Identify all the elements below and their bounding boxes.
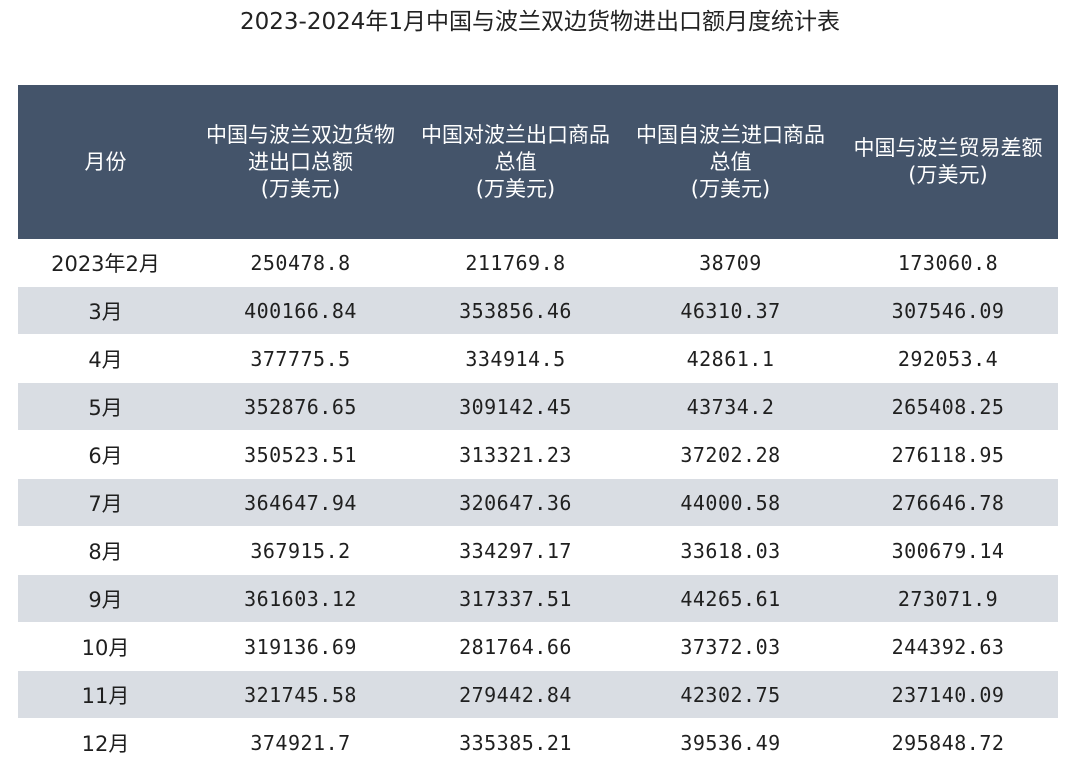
cell-export: 334297.17 <box>408 526 623 575</box>
cell-total: 321745.58 <box>193 670 408 719</box>
cell-month: 3月 <box>18 286 193 335</box>
table-row: 11月 321745.58 279442.84 42302.75 237140.09 <box>18 670 1058 719</box>
cell-import: 37202.28 <box>623 430 838 479</box>
cell-import: 37372.03 <box>623 622 838 671</box>
table-row: 7月 364647.94 320647.36 44000.58 276646.78 <box>18 478 1058 527</box>
cell-balance: 265408.25 <box>838 382 1058 431</box>
cell-balance: 276646.78 <box>838 478 1058 527</box>
cell-balance: 173060.8 <box>838 239 1058 287</box>
cell-total: 400166.84 <box>193 286 408 335</box>
cell-import: 38709 <box>623 239 838 287</box>
cell-balance: 276118.95 <box>838 430 1058 479</box>
cell-balance: 273071.9 <box>838 574 1058 623</box>
table-row: 6月 350523.51 313321.23 37202.28 276118.95 <box>18 430 1058 479</box>
column-header-total: 中国与波兰双边货物进出口总额 (万美元) <box>193 85 408 239</box>
table-row: 3月 400166.84 353856.46 46310.37 307546.09 <box>18 286 1058 335</box>
table-row: 12月 374921.7 335385.21 39536.49 295848.72 <box>18 718 1058 767</box>
cell-export: 281764.66 <box>408 622 623 671</box>
cell-balance: 307546.09 <box>838 286 1058 335</box>
table-title: 2023-2024年1月中国与波兰双边货物进出口额月度统计表 <box>240 9 840 35</box>
cell-export: 353856.46 <box>408 286 623 335</box>
cell-balance: 295848.72 <box>838 718 1058 767</box>
cell-total: 319136.69 <box>193 622 408 671</box>
column-header-label: 中国自波兰进口商品总值 <box>636 122 825 174</box>
cell-balance: 292053.4 <box>838 334 1058 383</box>
cell-month: 11月 <box>18 670 193 719</box>
column-header-label: 月份 <box>84 149 127 174</box>
cell-export: 320647.36 <box>408 478 623 527</box>
cell-import: 43734.2 <box>623 382 838 431</box>
table-row: 9月 361603.12 317337.51 44265.61 273071.9 <box>18 574 1058 623</box>
cell-balance: 300679.14 <box>838 526 1058 575</box>
cell-total: 374921.7 <box>193 718 408 767</box>
data-table-container: 月份 中国与波兰双边货物进出口总额 (万美元) 中国对波兰出口商品总值 (万美元… <box>18 85 1058 767</box>
column-header-unit: (万美元) <box>908 163 988 187</box>
cell-import: 42861.1 <box>623 334 838 383</box>
cell-month: 12月 <box>18 718 193 767</box>
column-header-label: 中国与波兰双边货物进出口总额 <box>206 122 395 174</box>
column-header-unit: (万美元) <box>475 176 556 201</box>
column-header-balance: 中国与波兰贸易差额 (万美元) <box>838 85 1058 239</box>
table-row: 4月 377775.5 334914.5 42861.1 292053.4 <box>18 334 1058 383</box>
cell-total: 364647.94 <box>193 478 408 527</box>
cell-balance: 244392.63 <box>838 622 1058 671</box>
cell-total: 377775.5 <box>193 334 408 383</box>
header-row: 月份 中国与波兰双边货物进出口总额 (万美元) 中国对波兰出口商品总值 (万美元… <box>18 85 1058 239</box>
data-table: 月份 中国与波兰双边货物进出口总额 (万美元) 中国对波兰出口商品总值 (万美元… <box>18 85 1058 767</box>
cell-import: 46310.37 <box>623 286 838 335</box>
cell-month: 6月 <box>18 430 193 479</box>
cell-export: 317337.51 <box>408 574 623 623</box>
cell-balance: 237140.09 <box>838 670 1058 719</box>
cell-month: 8月 <box>18 526 193 575</box>
column-header-import: 中国自波兰进口商品总值 (万美元) <box>623 85 838 239</box>
cell-import: 33618.03 <box>623 526 838 575</box>
table-row: 2023年2月 250478.8 211769.8 38709 173060.8 <box>18 239 1058 287</box>
column-header-label: 中国对波兰出口商品总值 <box>421 122 610 174</box>
cell-export: 313321.23 <box>408 430 623 479</box>
cell-total: 352876.65 <box>193 382 408 431</box>
table-row: 5月 352876.65 309142.45 43734.2 265408.25 <box>18 382 1058 431</box>
cell-total: 250478.8 <box>193 239 408 287</box>
table-body: 2023年2月 250478.8 211769.8 38709 173060.8 3月 40… <box>18 239 1058 767</box>
cell-month: 2023年2月 <box>18 239 193 287</box>
cell-export: 335385.21 <box>408 718 623 767</box>
cell-month: 10月 <box>18 622 193 671</box>
cell-export: 279442.84 <box>408 670 623 719</box>
table-row: 10月 319136.69 281764.66 37372.03 244392.63 <box>18 622 1058 671</box>
cell-month: 5月 <box>18 382 193 431</box>
cell-export: 309142.45 <box>408 382 623 431</box>
cell-import: 39536.49 <box>623 718 838 767</box>
cell-export: 334914.5 <box>408 334 623 383</box>
cell-month: 4月 <box>18 334 193 383</box>
cell-month: 7月 <box>18 478 193 527</box>
cell-import: 44265.61 <box>623 574 838 623</box>
cell-total: 361603.12 <box>193 574 408 623</box>
column-header-label: 中国与波兰贸易差额 <box>853 136 1043 160</box>
column-header-export: 中国对波兰出口商品总值 (万美元) <box>408 85 623 239</box>
cell-import: 42302.75 <box>623 670 838 719</box>
column-header-month: 月份 <box>18 85 193 239</box>
cell-total: 367915.2 <box>193 526 408 575</box>
cell-total: 350523.51 <box>193 430 408 479</box>
cell-import: 44000.58 <box>623 478 838 527</box>
column-header-unit: (万美元) <box>690 176 771 201</box>
cell-month: 9月 <box>18 574 193 623</box>
cell-export: 211769.8 <box>408 239 623 287</box>
column-header-unit: (万美元) <box>260 176 341 201</box>
table-row: 8月 367915.2 334297.17 33618.03 300679.14 <box>18 526 1058 575</box>
